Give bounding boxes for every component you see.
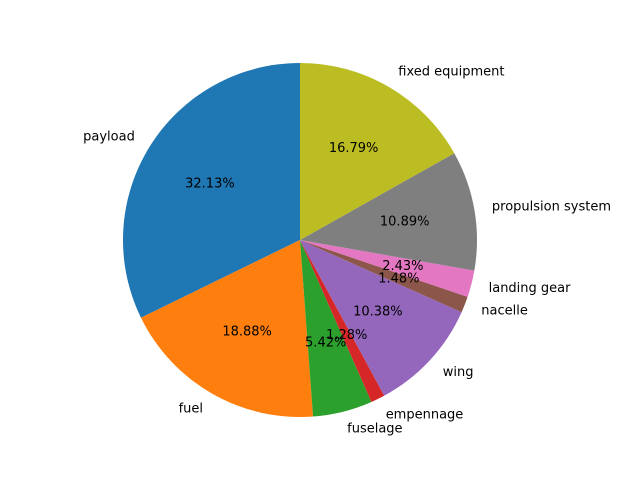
slice-label-fuselage: fuselage [347,421,402,436]
pie-slice-landing-gear [300,240,475,297]
pie-labels: payload 32.13% fuel 18.88% fuselage 5.42% empe… [83,64,611,436]
slice-percent-landing-gear: 2.43% [382,259,423,274]
slice-percent-empennage: 1.28% [326,328,367,343]
slice-label-empennage: empennage [386,407,464,422]
pie-slice-fuselage [300,240,372,417]
slice-label-fixed-equipment: fixed equipment [398,64,504,79]
slice-label-payload: payload [83,129,135,144]
slice-percent-fixed-equipment: 16.79% [329,141,379,156]
slice-label-nacelle: nacelle [481,304,528,319]
slice-percent-fuel: 18.88% [222,325,272,340]
pie-slice-propulsion-system [300,153,477,271]
pie-slices [122,62,477,417]
slice-label-fuel: fuel [179,401,203,416]
slice-label-landing-gear: landing gear [489,281,572,296]
slice-percent-nacelle: 1.48% [378,271,419,286]
slice-label-propulsion-system: propulsion system [492,200,611,215]
slice-percent-fuselage: 5.42% [305,336,346,351]
slice-percent-payload: 32.13% [185,176,235,191]
pie-slice-nacelle [300,240,468,313]
pie-slice-wing [300,240,462,396]
pie-slice-fuel [140,240,314,417]
pie-slice-payload [122,63,300,318]
slice-percent-wing: 10.38% [353,305,403,320]
slice-label-wing: wing [443,365,474,380]
pie-slice-fixed-equipment [300,62,455,240]
pie-slice-empennage [300,240,385,402]
slice-percent-propulsion-system: 10.89% [380,215,430,230]
